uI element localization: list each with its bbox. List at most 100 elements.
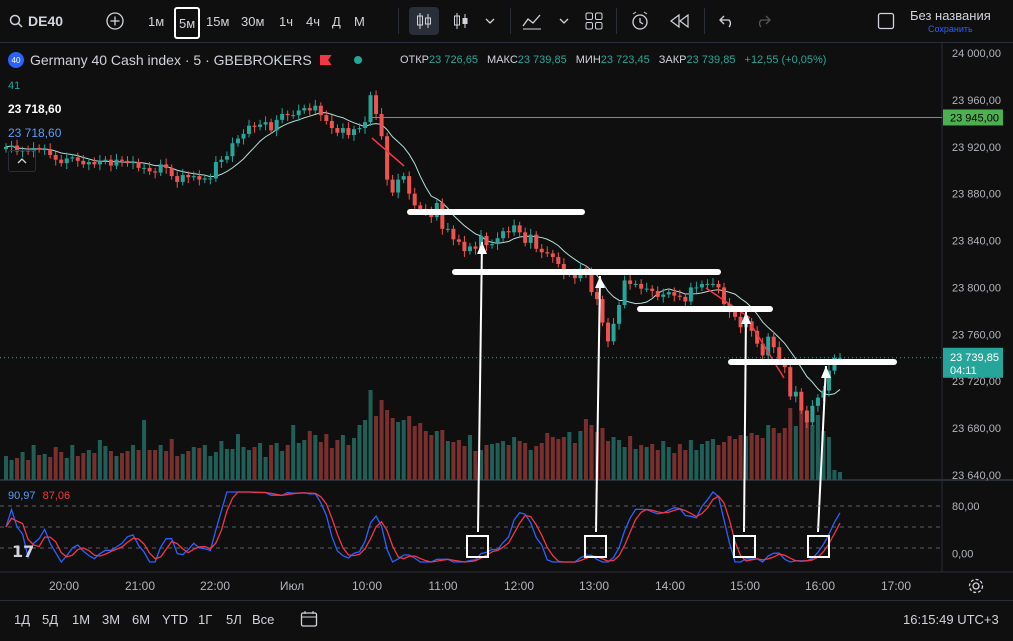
volume-bar [710,439,715,480]
range-3[interactable]: 3М [102,612,121,627]
arrow-head [595,276,605,288]
volume-bar [788,408,793,480]
candle-body [15,145,20,152]
candle-body [119,159,124,161]
stoch-tick-label: 80,00 [952,501,980,513]
candle-body [335,128,340,133]
timeframe-1[interactable]: 5м [174,7,201,39]
candle-body [385,136,390,180]
layout-icon[interactable] [874,0,898,42]
timeframe-3[interactable]: 30м [241,13,265,29]
time-tick-label: 12:00 [504,579,534,593]
candle-body [793,391,798,397]
range-5[interactable]: YTD [162,612,188,627]
candle-body [153,171,158,173]
indicator-value-3: 23 718,60 [8,126,62,140]
candle-body [219,159,224,163]
volume-bar [390,418,395,480]
time-tick-label: 20:00 [49,579,79,593]
instrument-title[interactable]: Germany 40 Cash index · 5 · GBEBROKERS [30,52,312,68]
layout-grid-icon[interactable] [582,0,606,42]
timeframe-2[interactable]: 15м [206,13,230,29]
replay-icon[interactable] [668,0,692,42]
current-price-marker [943,347,1003,378]
timeframe-5[interactable]: 4ч [306,13,321,29]
add-symbol-icon[interactable] [103,0,127,42]
candle-body [705,283,710,285]
volume-bar [269,445,274,480]
candle-body [164,164,169,168]
candle-body [821,390,826,398]
candle-body [722,287,727,304]
timeframe-7[interactable]: М [354,13,365,29]
stoch-d-line [5,491,841,563]
symbol-name[interactable]: DE40 [28,13,64,29]
volume-bar [611,437,616,480]
trend-line [705,287,751,319]
volume-bar [164,451,169,480]
candle-body [788,367,793,397]
volume-bar [280,451,285,480]
volume-bar [26,460,31,480]
candle-body [733,312,738,317]
calendar-icon[interactable] [300,610,318,633]
undo-icon[interactable] [716,0,738,42]
timeframe-6[interactable]: Д [332,13,341,29]
range-1[interactable]: 5Д [42,612,59,627]
candle-body [512,225,517,233]
range-7[interactable]: 5Л [226,612,242,627]
candle-body [661,294,666,297]
chevron-down-icon[interactable] [556,0,572,42]
candle-body [401,176,406,180]
save-link[interactable]: Сохранить [928,24,973,34]
time-tick-label: Июл [280,579,304,593]
volume-bar [136,450,141,480]
volume-bar [20,452,25,480]
settings-icon[interactable] [968,578,984,599]
open-value: 23 726,65 [429,54,478,66]
timeframe-4[interactable]: 1ч [279,13,294,29]
volume-bar [351,438,356,480]
range-4[interactable]: 6М [132,612,151,627]
chart-area[interactable]: 24 000,00 23 960,00 23 920,00 23 880,00 23 8… [0,42,1013,600]
candle-body [644,288,649,290]
clock[interactable]: 16:15:49 UTC+3 [903,612,999,627]
arrow-head [741,312,751,324]
volume-bar [600,428,605,480]
candle-body [75,157,80,161]
candle-body [302,108,307,111]
volume-bar [815,415,820,480]
volume-bar [733,439,738,480]
candle-body [506,231,511,233]
trend-line [751,325,785,379]
range-6[interactable]: 1Г [198,612,213,627]
alert-clock-icon[interactable] [628,0,652,42]
candle-body [202,178,207,180]
bar-type-icon[interactable] [450,0,472,42]
candle-body [534,234,539,249]
volume-bar [550,437,555,480]
volume-bar [501,441,506,480]
volume-bar [462,446,467,480]
search-icon[interactable] [6,0,26,42]
volume-bar [81,453,86,480]
timeframe-0[interactable]: 1м [148,13,165,29]
redo-icon[interactable] [752,0,774,42]
range-2[interactable]: 1М [72,612,91,627]
layout-name[interactable]: Без названия [910,8,991,23]
volume-bar [208,456,213,480]
chevron-down-icon[interactable] [482,0,498,42]
volume-bar [31,445,36,480]
indicators-icon[interactable] [520,0,544,42]
volume-bar [219,441,224,480]
volume-bar [650,444,655,480]
volume-bar [672,453,677,480]
range-8[interactable]: Все [252,612,275,627]
high-value: 23 739,85 [517,54,567,66]
collapse-legend-button[interactable] [8,150,36,172]
top-toolbar: DE40 1м 5м 15м 30м 1ч 4ч Д М Без названия Сох [0,0,1013,43]
candle-body [307,108,312,111]
candles-icon[interactable] [408,0,440,42]
candle-body [97,160,102,165]
range-0[interactable]: 1Д [14,612,31,627]
